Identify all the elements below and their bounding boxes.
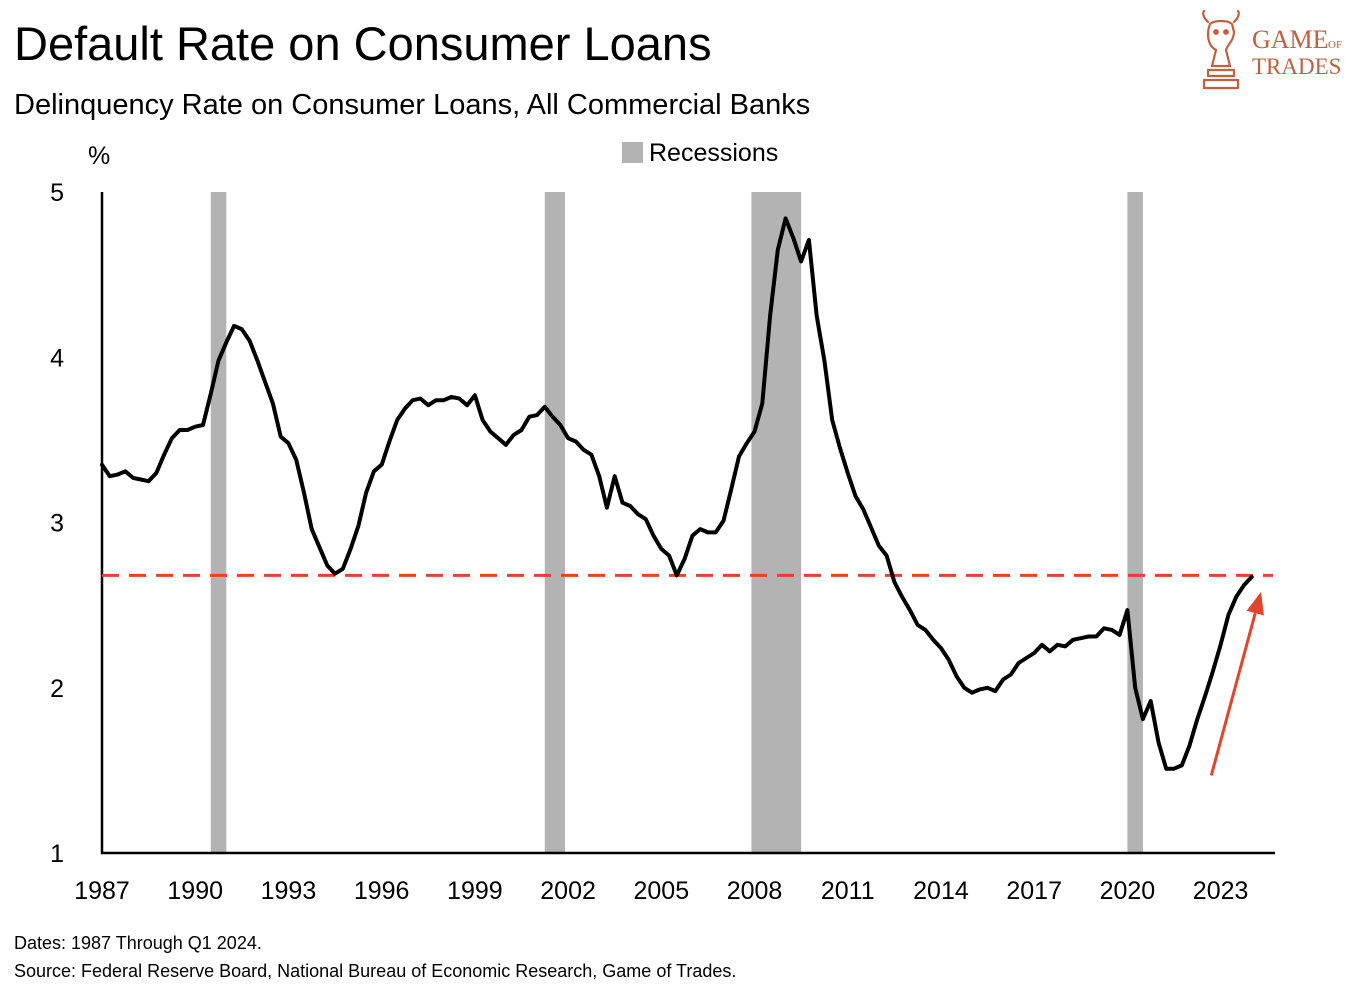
logo-word-game: GAME (1252, 25, 1329, 54)
y-tick-label: 1 (50, 840, 64, 868)
x-tick-label: 2008 (727, 877, 783, 905)
delinquency-chart: 1987 1990 1993 1996 1999 2002 2005 2008 2011 2014… (50, 139, 1275, 905)
series-group (100, 216, 1254, 771)
x-tick-label: 2017 (1006, 877, 1062, 905)
legend: Recessions (622, 139, 778, 167)
recession-band-3 (751, 192, 802, 853)
game-of-trades-logo: GAME OF TRADES (1202, 10, 1342, 90)
x-tick-label: 2005 (633, 877, 689, 905)
chart-notes: Dates: 1987 Through Q1 2024. Source: Fed… (14, 929, 736, 985)
recession-band-4 (1127, 192, 1143, 853)
x-tick-label: 2014 (913, 877, 969, 905)
trend-arrow-head (1246, 591, 1264, 616)
x-tick-label: 2002 (540, 877, 596, 905)
tick-labels: 1987 1990 1993 1996 1999 2002 2005 2008 2011 2014… (50, 179, 1248, 905)
x-tick-label: 2011 (821, 877, 875, 905)
knight-bull-icon (1202, 10, 1240, 90)
source-note: Source: Federal Reserve Board, National … (14, 961, 737, 981)
y-tick-label: 4 (50, 344, 64, 372)
recession-band-1 (210, 192, 227, 853)
x-tick-label: 1990 (167, 877, 223, 905)
y-tick-label: 3 (50, 510, 64, 538)
recession-band-2 (544, 192, 565, 853)
legend-label-recessions: Recessions (649, 139, 778, 167)
x-tick-label: 2023 (1193, 877, 1249, 905)
chart-axes (100, 192, 1275, 855)
recession-bands (210, 192, 1143, 853)
logo-word-of: OF (1328, 39, 1342, 51)
x-tick-label: 1999 (447, 877, 503, 905)
x-tick-label: 1987 (74, 877, 130, 905)
chart-title: Default Rate on Consumer Loans (14, 17, 712, 70)
trend-arrow (1209, 591, 1264, 776)
x-tick-label: 2020 (1100, 877, 1156, 905)
trend-arrow-shaft (1209, 612, 1257, 776)
chart-subtitle: Delinquency Rate on Consumer Loans, All … (14, 89, 811, 121)
legend-swatch-recessions (622, 142, 643, 163)
x-tick-label: 1996 (354, 877, 410, 905)
delinquency-line (100, 216, 1254, 771)
y-tick-label: 5 (50, 179, 64, 207)
x-tick-label: 1993 (261, 877, 317, 905)
y-axis-label: % (88, 142, 110, 170)
dates-note: Dates: 1987 Through Q1 2024. (14, 933, 262, 953)
logo-word-trades: TRADES (1252, 54, 1341, 79)
y-tick-label: 2 (50, 675, 64, 703)
